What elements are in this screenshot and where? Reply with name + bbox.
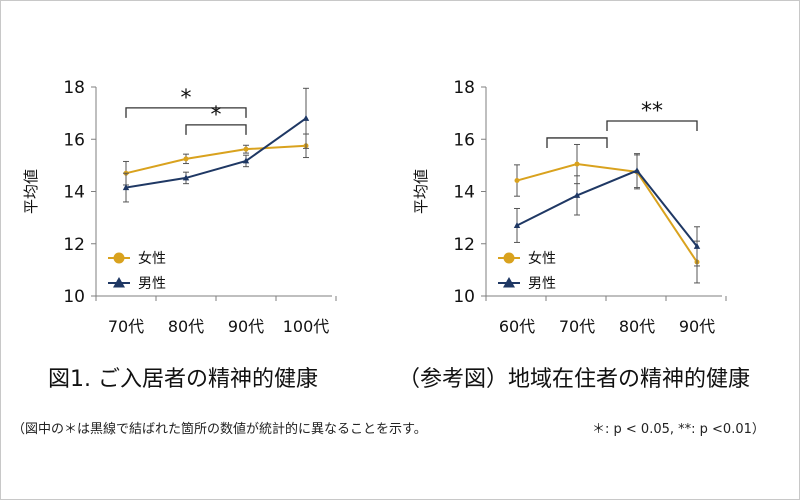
chart2-female-point-1 bbox=[574, 161, 580, 167]
chart1-sig-bracket-0 bbox=[125, 107, 247, 118]
chart2-sig-bracket-0-label: ** bbox=[641, 99, 663, 124]
chart1-y-tick-label-12: 12 bbox=[63, 235, 85, 255]
chart2-legend-male-label: 男性 bbox=[528, 276, 556, 292]
chart2-male-point-3 bbox=[693, 242, 701, 249]
chart2-y-tick-label-16: 16 bbox=[453, 130, 475, 150]
chart1-legend-male-label: 男性 bbox=[138, 276, 166, 292]
chart2-y-tick-label-14: 14 bbox=[453, 183, 475, 203]
chart2-y-axis-label: 平均値 bbox=[412, 169, 430, 214]
chart1-x-tick-label-2: 90代 bbox=[228, 317, 264, 336]
chart2-male-series-line bbox=[516, 169, 698, 247]
chart1-male-point-1 bbox=[182, 174, 190, 181]
chart2-y-tick-label-12: 12 bbox=[453, 235, 475, 255]
chart1-sig-bracket-0-label: * bbox=[181, 86, 192, 111]
chart2-y-tick-label-18: 18 bbox=[453, 78, 475, 98]
chart2-sig-bracket-0 bbox=[606, 120, 698, 131]
chart2-female-series-line bbox=[516, 163, 698, 263]
chart2-sig-bracket-0-group bbox=[546, 137, 608, 148]
footnote-right: ＊: p < 0.05, **: p <0.01） bbox=[592, 422, 765, 437]
chart2-x-tick-label-2: 80代 bbox=[619, 317, 655, 336]
chart1-x-tick-label-0: 70代 bbox=[108, 317, 144, 336]
chart2-female-point-0 bbox=[514, 178, 520, 184]
chart1-x-tick-label-1: 80代 bbox=[168, 317, 204, 336]
chart1-male-series-line bbox=[125, 117, 307, 189]
chart1-male-point-3 bbox=[302, 114, 310, 121]
chart2-legend-male-marker bbox=[503, 277, 515, 288]
chart1-y-axis-label: 平均値 bbox=[22, 169, 40, 214]
chart1-x-tick-label-3: 100代 bbox=[283, 317, 330, 336]
chart1-y-tick-label-10: 10 bbox=[63, 287, 85, 307]
chart2-male-point-2 bbox=[633, 167, 641, 174]
chart1-y-tick-label-18: 18 bbox=[63, 78, 85, 98]
chart2-x-tick-label-0: 60代 bbox=[499, 317, 535, 336]
chart2-y-tick-label-10: 10 bbox=[453, 287, 475, 307]
chart2-x-tick-label-3: 90代 bbox=[679, 317, 715, 336]
chart1-legend-female-marker bbox=[113, 252, 125, 264]
chart1-y-tick-label-14: 14 bbox=[63, 183, 85, 203]
chart1-male-point-2 bbox=[242, 157, 250, 164]
chart2-male-point-1 bbox=[573, 191, 581, 198]
chart1-y-tick-label-16: 16 bbox=[63, 130, 85, 150]
chart2-legend-female-label: 女性 bbox=[528, 250, 556, 267]
chart2-male-point-0 bbox=[513, 221, 521, 228]
chart1-female-series-line bbox=[125, 144, 307, 175]
chart1-female-point-2 bbox=[243, 146, 249, 152]
chart1-sig-bracket-1-label: * bbox=[211, 103, 222, 128]
chart1-legend-female-label: 女性 bbox=[138, 250, 166, 267]
footnote-left: （図中の＊は黒線で結ばれた箇所の数値が統計的に異なることを示す。 bbox=[12, 422, 427, 437]
chart1-female-point-1 bbox=[183, 156, 189, 162]
chart2-caption: （参考図）地域在住者の精神的健康 bbox=[398, 367, 751, 392]
chart2-legend-female-marker bbox=[503, 252, 515, 264]
chart1-male-point-0 bbox=[122, 184, 130, 191]
chart1-caption: 図1. ご入居者の精神的健康 bbox=[48, 367, 318, 392]
chart2-x-tick-label-1: 70代 bbox=[559, 317, 595, 336]
chart1-sig-bracket-1 bbox=[185, 124, 247, 135]
chart1-legend-male-marker bbox=[113, 277, 125, 288]
